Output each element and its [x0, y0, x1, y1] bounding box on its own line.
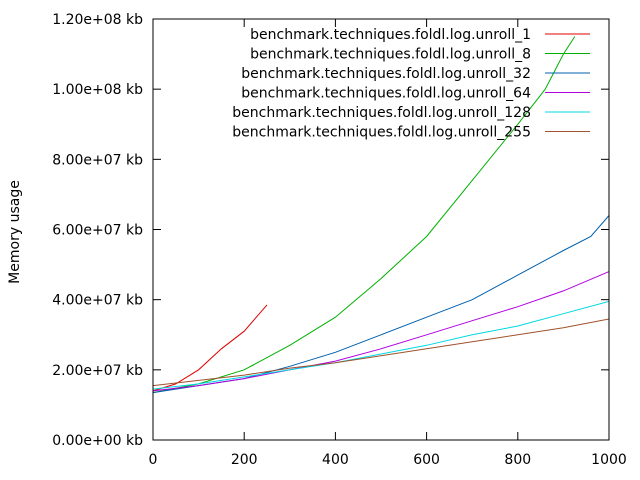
x-tick-label: 0	[149, 452, 158, 468]
legend-label: benchmark.techniques.foldl.log.unroll_25…	[232, 125, 531, 141]
series-line-5	[152, 300, 610, 390]
y-tick-label: 2.00e+07 kb	[52, 363, 143, 379]
x-tick-label: 600	[413, 452, 440, 468]
legend-label: benchmark.techniques.foldl.log.unroll_64	[241, 86, 531, 102]
y-axis-title: Memory usage	[7, 180, 23, 284]
series-line-4	[152, 271, 610, 392]
y-tick-label: 0.00e+00 kb	[52, 433, 143, 449]
legend-label: benchmark.techniques.foldl.log.unroll_8	[250, 47, 531, 63]
series-line-3	[152, 215, 610, 394]
x-axis: 0 200 400 600 800 1000	[149, 19, 627, 468]
x-tick-label: 800	[504, 452, 531, 468]
legend-label: benchmark.techniques.foldl.log.unroll_1	[250, 27, 531, 43]
y-tick-label: 4.00e+07 kb	[52, 293, 143, 309]
y-tick-label: 6.00e+07 kb	[52, 223, 143, 239]
series-lines	[152, 36, 610, 394]
x-tick-label: 1000	[591, 452, 627, 468]
series-line-6	[152, 318, 610, 387]
y-tick-label: 1.00e+08 kb	[52, 82, 143, 98]
y-tick-label: 8.00e+07 kb	[52, 152, 143, 168]
x-tick-label: 400	[322, 452, 349, 468]
y-tick-label: 1.20e+08 kb	[52, 12, 143, 28]
legend: benchmark.techniques.foldl.log.unroll_1b…	[232, 27, 590, 141]
legend-label: benchmark.techniques.foldl.log.unroll_32	[241, 66, 531, 82]
plot-frame	[152, 18, 610, 441]
x-tick-label: 200	[231, 452, 258, 468]
series-line-1	[152, 304, 268, 392]
series-line-2	[152, 36, 576, 394]
legend-label: benchmark.techniques.foldl.log.unroll_12…	[232, 105, 531, 121]
